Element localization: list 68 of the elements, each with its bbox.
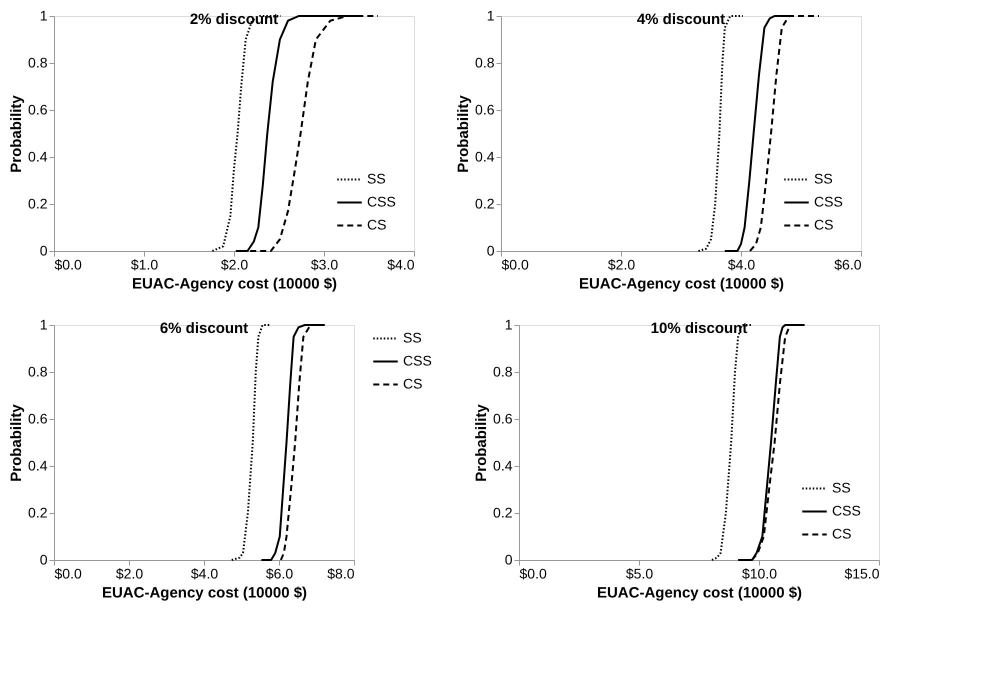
y-tick-label: 0.2 [493, 504, 513, 520]
legend-label: SS [814, 170, 833, 186]
y-tick-label: 0.8 [28, 54, 48, 70]
x-tick-label: $6.0 [834, 256, 862, 272]
y-tick-label: 0 [40, 242, 48, 258]
y-tick-label: 0.2 [28, 196, 48, 212]
y-tick-label: 0.4 [28, 458, 48, 474]
x-axis-title: EUAC-Agency cost (10000 $) [578, 276, 784, 292]
x-tick-label: $0.0 [520, 566, 547, 582]
y-tick-label: 0 [40, 552, 48, 568]
y-tick-label: 0.2 [28, 504, 48, 520]
y-tick-label: 0.4 [493, 458, 513, 474]
y-axis-title: Probability [455, 94, 472, 173]
legend-label: CSS [832, 502, 861, 518]
y-tick-label: 1 [504, 316, 513, 332]
y-axis-title: Probability [8, 404, 26, 482]
x-tick-label: $4.0 [190, 566, 218, 582]
x-tick-label: $6.0 [266, 566, 294, 582]
y-tick-label: 1 [40, 8, 48, 24]
x-tick-label: $1.0 [130, 256, 158, 272]
legend-label: CSS [403, 352, 432, 368]
chart-title: 6% discount [160, 320, 248, 337]
legend-label: CSS [367, 194, 396, 210]
x-tick-label: $0.0 [502, 256, 529, 272]
chart-title: 2% discount [190, 11, 278, 28]
y-tick-label: 0.4 [28, 148, 48, 164]
x-tick-label: $2.0 [608, 256, 636, 272]
x-tick-label: $4.0 [728, 256, 756, 272]
y-tick-label: 0 [486, 242, 495, 258]
x-tick-label: $0.0 [54, 256, 82, 272]
chart-title: 10% discount [650, 320, 748, 337]
y-tick-label: 0 [504, 552, 513, 568]
y-tick-label: 0.4 [475, 148, 495, 164]
y-tick-label: 0.6 [28, 102, 48, 118]
x-tick-label: $3.0 [310, 256, 338, 272]
x-axis-title: EUAC-Agency cost (10000 $) [132, 276, 338, 292]
x-tick-label: $0.0 [54, 566, 82, 582]
x-tick-label: $2.0 [116, 566, 144, 582]
line-series [211, 15, 282, 252]
x-tick-label: $8.0 [327, 566, 355, 582]
x-tick-label: $15.0 [844, 566, 880, 582]
y-tick-label: 0.6 [28, 410, 48, 426]
line-series [260, 324, 326, 561]
x-tick-label: $10.0 [742, 566, 778, 582]
x-tick-label: $4.0 [387, 256, 415, 272]
y-tick-label: 0.6 [493, 410, 513, 426]
legend-label: CS [832, 526, 852, 542]
legend-label: SS [403, 330, 422, 346]
x-tick-label: $2.0 [220, 256, 248, 272]
y-tick-label: 0.8 [493, 364, 513, 380]
x-axis-title: EUAC-Agency cost (10000 $) [596, 584, 802, 602]
y-tick-label: 0.8 [475, 54, 495, 70]
legend-label: CS [367, 216, 386, 232]
legend-label: CSS [814, 194, 843, 210]
y-tick-label: 0.8 [28, 364, 48, 380]
x-axis-title: EUAC-Agency cost (10000 $) [102, 584, 308, 602]
y-axis-title: Probability [473, 404, 490, 482]
x-tick-label: $5.0 [626, 566, 654, 582]
y-axis-title: Probability [8, 94, 26, 173]
y-tick-label: 1 [40, 316, 48, 332]
y-tick-label: 0.6 [475, 102, 495, 118]
legend-label: CS [403, 376, 422, 392]
chart-title: 4% discount [636, 11, 726, 28]
legend-label: SS [832, 480, 851, 496]
y-tick-label: 1 [486, 8, 495, 24]
legend-label: CS [814, 216, 834, 232]
legend-label: SS [367, 170, 386, 186]
y-tick-label: 0.2 [475, 196, 495, 212]
